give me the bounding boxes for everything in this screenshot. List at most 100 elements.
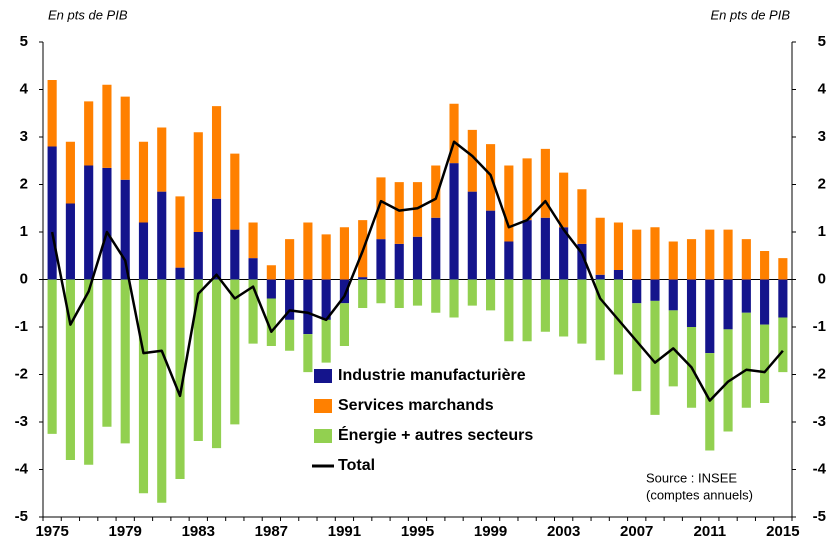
bar xyxy=(138,141,149,223)
bar xyxy=(47,146,57,280)
bar xyxy=(540,217,550,280)
bar xyxy=(211,198,222,280)
y2-tick-label: -1 xyxy=(813,318,826,335)
bar xyxy=(266,279,276,299)
legend-swatch xyxy=(314,369,332,383)
bar xyxy=(248,222,258,259)
bar xyxy=(47,279,57,434)
bar xyxy=(211,106,222,199)
y2-axis-label: En pts de PIB xyxy=(711,7,791,22)
bar xyxy=(175,267,185,280)
bar xyxy=(741,279,751,313)
bar xyxy=(559,227,569,280)
y-tick-label: 3 xyxy=(20,128,28,145)
y-tick-label: -2 xyxy=(15,365,28,382)
bar xyxy=(467,191,477,280)
bar xyxy=(577,243,587,280)
bar xyxy=(230,279,240,425)
bar xyxy=(449,103,459,164)
bar xyxy=(157,191,167,280)
legend-label: Énergie + autres secteurs xyxy=(338,425,533,444)
bar xyxy=(613,279,624,375)
y2-tick-label: -2 xyxy=(813,365,826,382)
bar xyxy=(760,251,770,280)
bar xyxy=(650,279,660,301)
bar xyxy=(504,279,514,342)
y-tick-label: 5 xyxy=(20,33,28,50)
bar xyxy=(595,217,605,275)
bar xyxy=(339,303,349,346)
bar xyxy=(120,179,130,280)
bar xyxy=(778,279,788,318)
bar xyxy=(467,129,477,192)
bar xyxy=(449,279,459,318)
annotation: Source : INSEE xyxy=(646,470,737,485)
bar xyxy=(394,279,404,308)
bar xyxy=(723,229,733,280)
y2-tick-label: 4 xyxy=(818,80,827,97)
bar xyxy=(376,279,386,304)
bar xyxy=(358,279,368,308)
bar xyxy=(613,222,624,270)
bar xyxy=(230,229,240,280)
bar xyxy=(632,279,642,304)
bar xyxy=(504,165,514,242)
bar xyxy=(613,270,624,280)
bar xyxy=(102,167,112,280)
bar xyxy=(778,258,788,280)
bar xyxy=(248,258,258,280)
bar xyxy=(431,279,441,313)
x-tick-label: 1983 xyxy=(182,523,215,540)
bar xyxy=(303,279,313,335)
bar xyxy=(412,236,423,280)
bar xyxy=(303,222,313,280)
bar xyxy=(193,132,203,232)
y2-tick-label: -4 xyxy=(813,460,827,477)
bar xyxy=(138,222,149,280)
y2-tick-label: 2 xyxy=(818,175,826,192)
bar xyxy=(467,279,477,306)
bar xyxy=(650,300,660,415)
bar xyxy=(339,279,349,304)
bar xyxy=(778,317,788,373)
bar xyxy=(394,182,404,244)
bar xyxy=(358,277,368,280)
bar xyxy=(723,279,733,330)
bar xyxy=(632,303,642,392)
bar xyxy=(540,148,550,218)
x-tick-label: 1991 xyxy=(328,523,361,540)
bar xyxy=(321,319,331,363)
bar xyxy=(65,203,75,280)
bar xyxy=(431,165,441,218)
x-tick-label: 1975 xyxy=(35,523,68,540)
bar xyxy=(193,279,203,441)
bar xyxy=(321,279,331,320)
bar xyxy=(705,229,715,280)
y2-tick-label: 1 xyxy=(818,223,826,240)
bar xyxy=(376,239,386,280)
bar xyxy=(595,279,605,361)
bar xyxy=(522,158,532,221)
legend-label: Total xyxy=(338,457,375,474)
bar xyxy=(449,163,459,280)
bar xyxy=(650,227,660,280)
y-tick-label: -5 xyxy=(15,508,28,525)
y-tick-label: 0 xyxy=(20,270,28,287)
bar xyxy=(412,279,423,306)
bar xyxy=(248,279,258,344)
bar xyxy=(102,84,112,168)
y-axis-label: En pts de PIB xyxy=(48,7,128,22)
bar xyxy=(230,153,240,230)
bar xyxy=(559,172,569,228)
y-tick-label: 4 xyxy=(20,80,29,97)
x-tick-label: 1979 xyxy=(109,523,142,540)
bar xyxy=(760,279,770,325)
y2-tick-label: -5 xyxy=(813,508,826,525)
bar xyxy=(84,165,94,280)
x-tick-label: 2007 xyxy=(620,523,653,540)
y-tick-label: 2 xyxy=(20,175,28,192)
bar xyxy=(540,279,550,332)
bar xyxy=(431,217,441,280)
legend-label: Services marchands xyxy=(338,397,494,414)
x-tick-label: 1995 xyxy=(401,523,434,540)
